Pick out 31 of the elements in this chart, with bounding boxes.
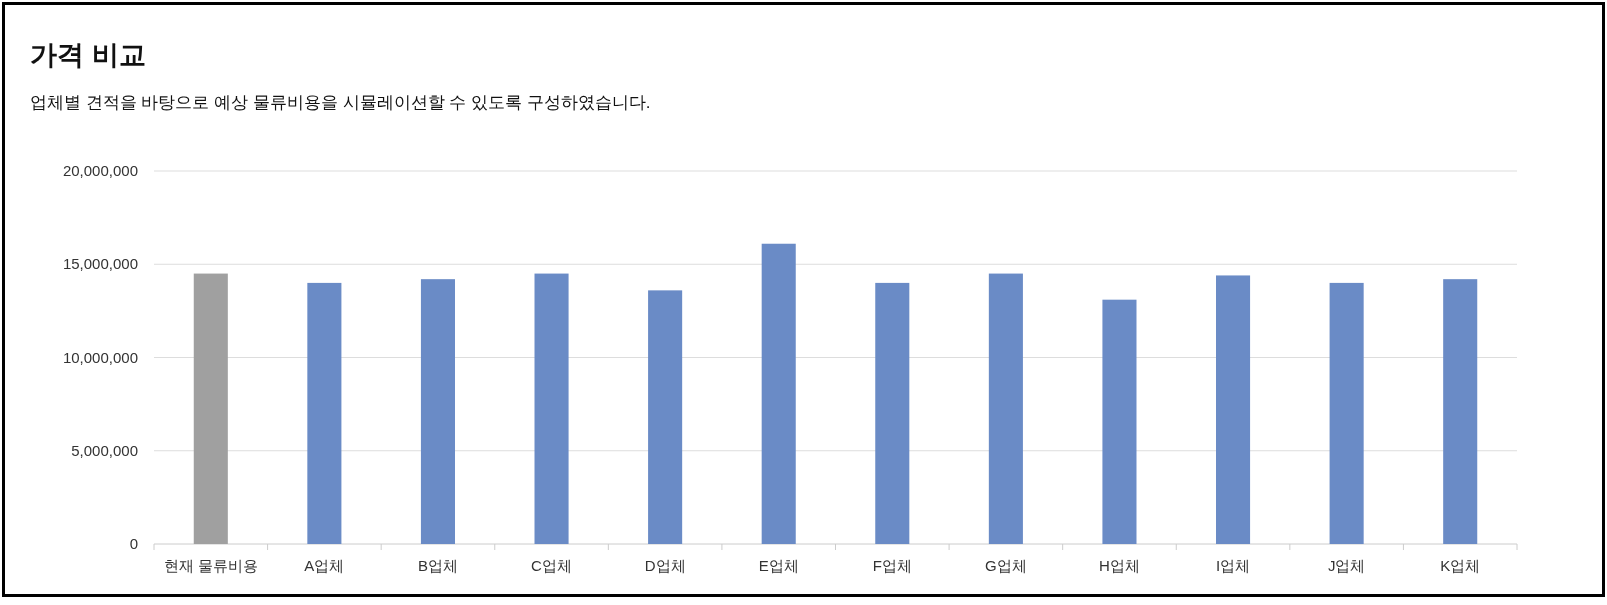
x-tick-label: K업체: [1440, 557, 1481, 574]
x-tick-label: F업체: [872, 557, 912, 574]
x-tick-label: I업체: [1215, 557, 1251, 574]
bar: [1216, 275, 1251, 544]
bar: [420, 279, 455, 544]
x-tick-label: C업체: [531, 557, 572, 574]
x-tick-label: A업체: [304, 557, 345, 574]
y-tick-label: 10,000,000: [62, 348, 138, 366]
y-tick-label: 15,000,000: [62, 255, 138, 273]
x-tick-label: D업체: [644, 557, 686, 574]
bar: [988, 273, 1023, 544]
x-tick-label: 현재 물류비용: [163, 557, 258, 574]
y-tick-label: 20,000,000: [62, 162, 138, 179]
x-tick-label: G업체: [985, 557, 1027, 574]
chart-title: 가격 비교: [30, 40, 146, 70]
bar: [534, 273, 569, 544]
x-tick-label: H업체: [1099, 557, 1140, 574]
x-tick-label: E업체: [758, 557, 799, 574]
bar: [648, 290, 683, 544]
x-tick-label: B업체: [417, 557, 458, 574]
bar: [761, 243, 796, 544]
x-tick-label: J업체: [1327, 557, 1366, 574]
chart-subtitle: 업체별 견적을 바탕으로 예상 물류비용을 시뮬레이션할 수 있도록 구성하였습니다.: [30, 93, 651, 112]
bar: [1102, 299, 1137, 544]
bar: [1443, 279, 1478, 544]
bar: [1329, 282, 1364, 544]
bar: [307, 282, 342, 544]
y-tick-label: 0: [129, 535, 138, 552]
bar: [875, 282, 910, 544]
bar: [193, 273, 228, 544]
y-tick-label: 5,000,000: [71, 441, 138, 459]
